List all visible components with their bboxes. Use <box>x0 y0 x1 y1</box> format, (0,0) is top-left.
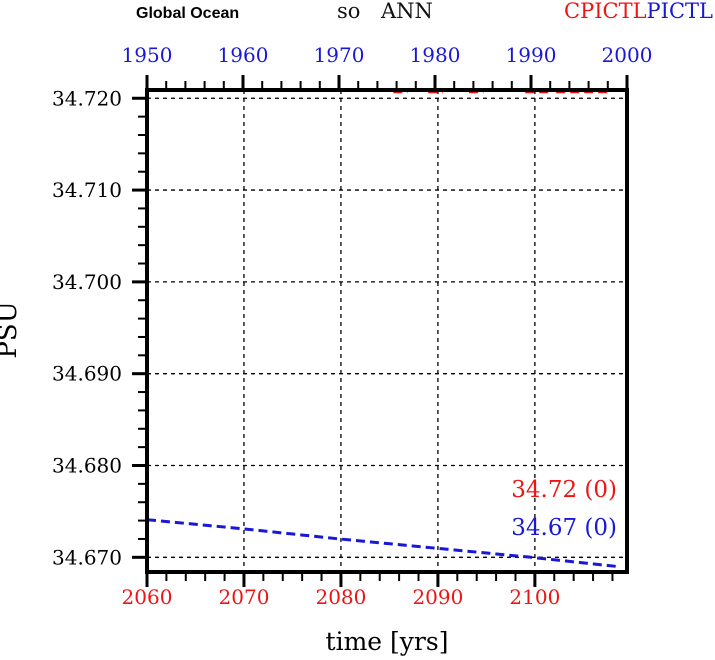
run2-label-pictl: PICTL <box>646 0 713 23</box>
bottom-tick-label: 2060 <box>122 585 173 609</box>
series-mean-annotation-cpictl: 34.72 (0) <box>511 477 617 503</box>
run1-label-cpictl: CPICTL <box>564 0 647 23</box>
y-tick-label: 34.720 <box>52 86 122 110</box>
x-axis-title: time [yrs] <box>326 627 449 656</box>
plot-border <box>145 88 629 574</box>
bottom-tick-label: 2100 <box>509 585 560 609</box>
bottom-tick-label: 2070 <box>219 585 270 609</box>
figure-statistic-label: ANN <box>381 0 433 23</box>
top-tick-label: 2000 <box>602 43 653 67</box>
y-tick-label: 34.670 <box>52 545 122 569</box>
top-tick-label: 1990 <box>506 43 557 67</box>
figure-variable-label: so <box>337 0 361 23</box>
top-tick-label: 1960 <box>218 43 269 67</box>
bottom-tick-label: 2090 <box>412 585 463 609</box>
y-tick-label: 34.690 <box>52 362 122 386</box>
series-mean-annotation-pictl: 34.67 (0) <box>511 515 617 541</box>
figure-run-labels: CPICTLPICTL <box>564 0 713 23</box>
series-line-pictl <box>146 518 618 568</box>
top-tick-label: 1980 <box>410 43 461 67</box>
y-tick-label: 34.700 <box>52 270 122 294</box>
y-tick-label: 34.680 <box>52 454 122 478</box>
y-tick-label: 34.710 <box>52 178 122 202</box>
bottom-tick-label: 2080 <box>315 585 366 609</box>
figure-title-region: Global Ocean <box>136 5 240 22</box>
top-tick-label: 1950 <box>122 43 173 67</box>
y-axis-title: PSU <box>0 301 23 358</box>
top-tick-label: 1970 <box>314 43 365 67</box>
